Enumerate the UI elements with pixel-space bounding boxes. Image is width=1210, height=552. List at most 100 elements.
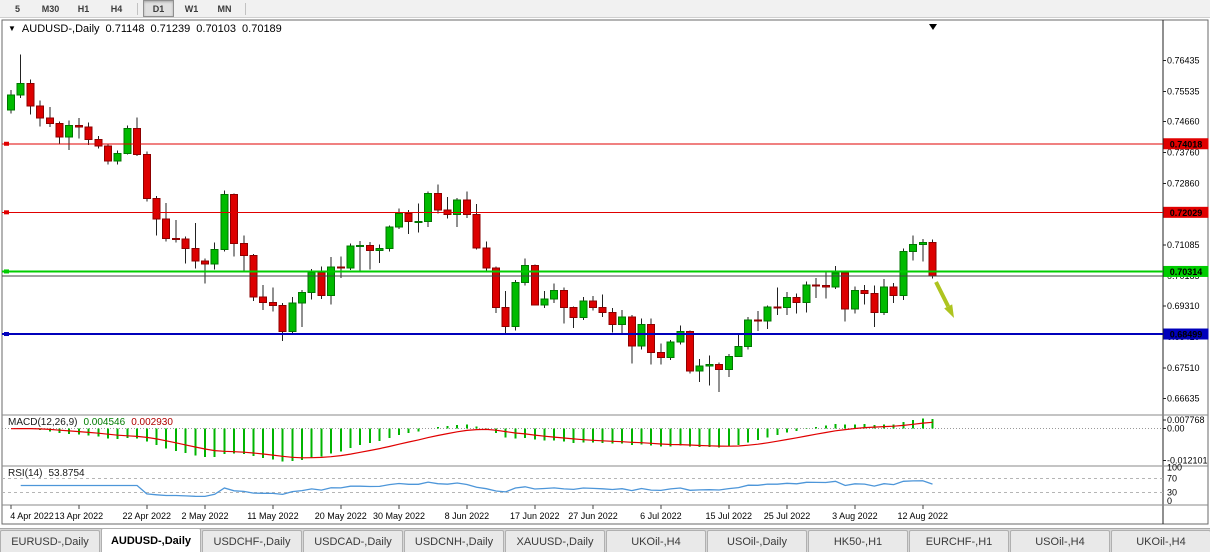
- chart-symbol-period: AUDUSD-,Daily: [21, 23, 100, 35]
- candle: [142, 151, 151, 202]
- chart-tab-usdcnh-daily[interactable]: USDCNH-,Daily: [404, 530, 504, 552]
- horizontal-line-0.74018[interactable]: 0.74018: [2, 138, 1209, 150]
- candle: [472, 204, 481, 250]
- candlestick-chart[interactable]: 0.764350.755350.746600.737600.728600.719…: [0, 18, 1210, 528]
- candle: [928, 239, 937, 279]
- date-axis-label: 4 Apr 2022: [10, 511, 54, 521]
- price-badge: [1163, 265, 1209, 277]
- date-axis-label: 8 Jun 2022: [445, 511, 490, 521]
- rsi-axis-label: 0: [1167, 496, 1172, 506]
- candle: [705, 355, 714, 386]
- rsi-value: 53.8754: [48, 468, 85, 479]
- candle: [113, 150, 122, 165]
- candle: [462, 191, 471, 218]
- candle: [492, 266, 500, 313]
- chart-area[interactable]: 0.764350.755350.746600.737600.728600.719…: [0, 18, 1210, 528]
- horizontal-line-0.68499[interactable]: 0.68499: [2, 328, 1209, 340]
- candle: [259, 285, 268, 310]
- price-axis-label: 0.66635: [1167, 393, 1200, 403]
- toolbar-separator: [245, 2, 246, 15]
- candle: [74, 118, 83, 139]
- chart-tab-xauusd-daily[interactable]: XAUUSD-,Daily: [505, 530, 605, 552]
- candle: [375, 244, 384, 263]
- chart-tab-usdcad-daily[interactable]: USDCAD-,Daily: [303, 530, 403, 552]
- date-axis-label: 6 Jul 2022: [640, 511, 682, 521]
- candle: [482, 241, 491, 272]
- candle: [336, 256, 345, 278]
- ohlc-close: 0.70189: [242, 23, 282, 35]
- rsi-axis-label: 30: [1167, 488, 1177, 498]
- price-badge-label: 0.68499: [1170, 330, 1203, 340]
- candle: [850, 286, 859, 314]
- timeframe-button-5[interactable]: 5: [14, 3, 20, 14]
- candle: [404, 209, 413, 235]
- candle: [569, 306, 578, 329]
- candle: [870, 285, 879, 328]
- candle: [433, 184, 442, 214]
- candle: [365, 241, 374, 270]
- candle: [288, 296, 297, 334]
- sell-arrow-annotation[interactable]: [934, 281, 954, 318]
- candle: [210, 242, 219, 270]
- candle: [171, 219, 180, 243]
- macd-axis-label: 0.007768: [1167, 415, 1205, 425]
- candle: [666, 340, 675, 360]
- chart-tab-eurchf-h1[interactable]: EURCHF-,H1: [909, 530, 1009, 552]
- candle: [753, 310, 762, 332]
- chart-tab-usdchf-daily[interactable]: USDCHF-,Daily: [202, 530, 302, 552]
- price-badge-label: 0.74018: [1170, 139, 1203, 149]
- candle: [385, 225, 394, 252]
- date-axis-label: 15 Jul 2022: [706, 511, 753, 521]
- candle: [346, 243, 355, 271]
- macd-indicator-label: MACD(12,26,9) 0.004546 0.002930: [8, 417, 173, 428]
- candle: [414, 203, 423, 233]
- price-axis-label: 0.76435: [1167, 55, 1200, 65]
- candle: [220, 190, 229, 252]
- candle: [94, 135, 103, 149]
- price-badge: [1163, 328, 1209, 340]
- chart-tab-usoil-h4[interactable]: USOil-,H4: [1010, 530, 1110, 552]
- candle: [123, 125, 132, 155]
- date-axis-label: 2 May 2022: [181, 511, 228, 521]
- macd-axis-label: -0.012101: [1167, 456, 1208, 466]
- timeframe-button-h4[interactable]: H4: [110, 3, 123, 14]
- price-badge: [1163, 138, 1209, 150]
- candle: [424, 191, 433, 228]
- candle: [695, 358, 704, 382]
- candle: [686, 330, 694, 374]
- candle: [889, 282, 898, 303]
- chart-tab-usoil-daily[interactable]: USOil-,Daily: [707, 530, 807, 552]
- chart-tab-ukoil-h4[interactable]: UKOil-,H4: [606, 530, 706, 552]
- timeframe-button-d1[interactable]: D1: [143, 0, 174, 17]
- chart-tab-eurusd-daily[interactable]: EURUSD-,Daily: [0, 530, 100, 552]
- chart-tab-ukoil-h4[interactable]: UKOil-,H4: [1111, 530, 1210, 552]
- candle: [307, 269, 316, 300]
- candle: [724, 353, 733, 378]
- candle: [550, 283, 559, 303]
- timeframe-button-m30[interactable]: M30: [41, 3, 60, 14]
- macd-value-main: 0.004546: [83, 417, 126, 428]
- horizontal-line-0.72029[interactable]: 0.72029: [2, 206, 1209, 218]
- candle: [501, 290, 510, 334]
- top-arrow-marker[interactable]: [929, 24, 937, 30]
- price-axis-label: 0.73760: [1167, 148, 1200, 158]
- candle: [133, 117, 142, 157]
- candle: [608, 308, 617, 333]
- date-axis-label: 25 Jul 2022: [764, 511, 811, 521]
- timeframe-button-w1[interactable]: W1: [184, 3, 199, 14]
- rsi-axis-label: 70: [1167, 474, 1177, 484]
- candle: [104, 144, 112, 165]
- macd-signal-line: [10, 421, 933, 459]
- chart-tab-hk50-h1[interactable]: HK50-,H1: [808, 530, 908, 552]
- candle: [298, 289, 306, 328]
- timeframe-button-h1[interactable]: H1: [77, 3, 90, 14]
- price-axis-label: 0.69310: [1167, 301, 1200, 311]
- timeframe-button-mn[interactable]: MN: [217, 3, 232, 14]
- chart-dropdown-caret-icon[interactable]: ▼: [8, 24, 16, 33]
- price-axis-label: 0.74660: [1167, 117, 1200, 127]
- horizontal-line-0.70314[interactable]: 0.70314: [2, 265, 1209, 277]
- chart-tab-audusd-daily[interactable]: AUDUSD-,Daily: [101, 528, 201, 552]
- price-axis-label: 0.72860: [1167, 179, 1200, 189]
- date-axis-label: 3 Aug 2022: [832, 511, 878, 521]
- candle: [589, 296, 597, 311]
